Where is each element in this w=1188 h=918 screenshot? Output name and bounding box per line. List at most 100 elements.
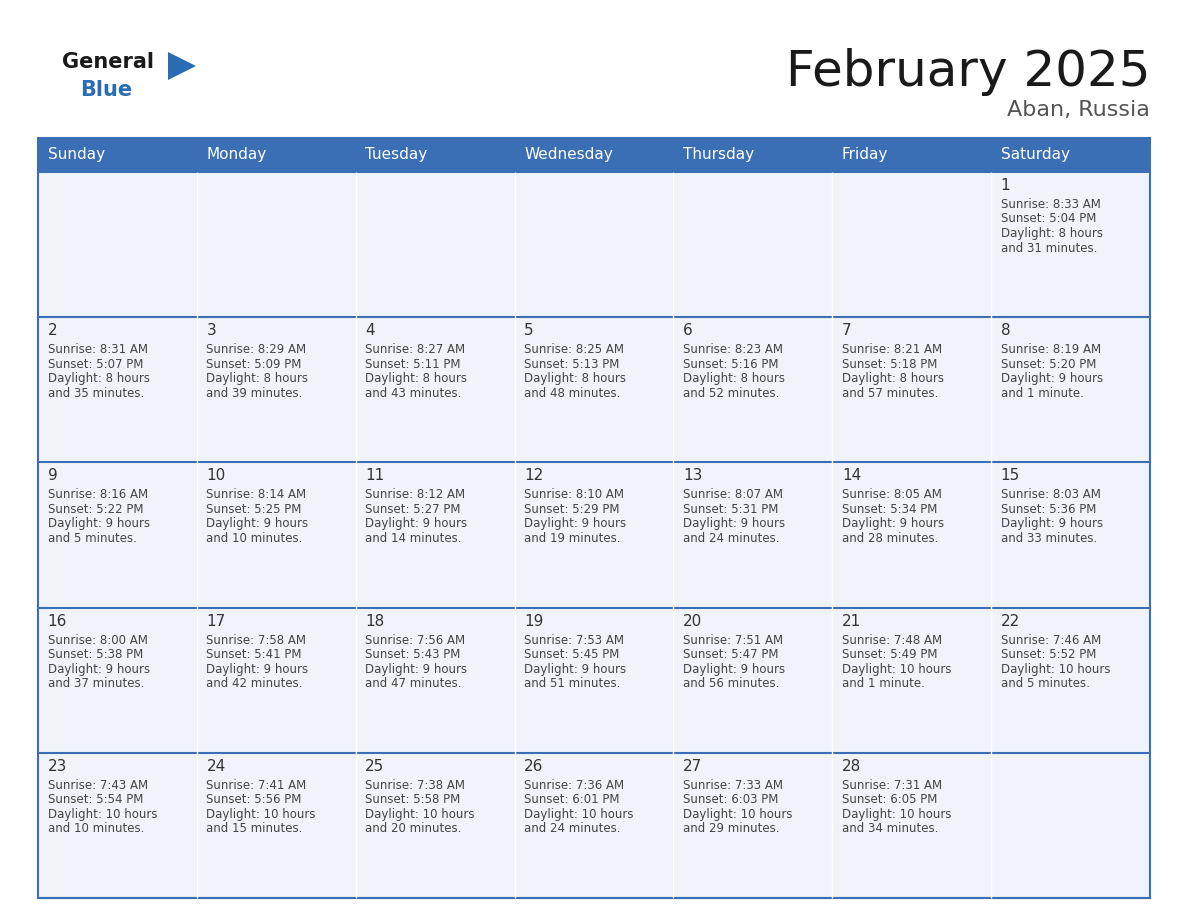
Text: and 34 minutes.: and 34 minutes. [842,823,939,835]
Bar [833,138,991,172]
Text: Sunset: 5:18 PM: Sunset: 5:18 PM [842,358,937,371]
Text: Sunrise: 8:21 AM: Sunrise: 8:21 AM [842,343,942,356]
Text: Sunrise: 8:31 AM: Sunrise: 8:31 AM [48,343,147,356]
Text: Sunrise: 8:16 AM: Sunrise: 8:16 AM [48,488,147,501]
Text: Daylight: 9 hours: Daylight: 9 hours [365,518,467,531]
Text: Daylight: 8 hours: Daylight: 8 hours [1000,227,1102,240]
Text: Monday: Monday [207,148,266,162]
Bar [674,138,833,172]
Text: Daylight: 9 hours: Daylight: 9 hours [365,663,467,676]
Text: Sunrise: 8:23 AM: Sunrise: 8:23 AM [683,343,783,356]
Text: and 5 minutes.: and 5 minutes. [1000,677,1089,690]
Text: Daylight: 8 hours: Daylight: 8 hours [365,372,467,386]
Text: Sunset: 5:16 PM: Sunset: 5:16 PM [683,358,778,371]
Text: Sunset: 5:36 PM: Sunset: 5:36 PM [1000,503,1097,516]
Text: 20: 20 [683,613,702,629]
Text: 11: 11 [365,468,385,484]
Text: 21: 21 [842,613,861,629]
Bar [197,463,355,608]
Text: Sunrise: 7:46 AM: Sunrise: 7:46 AM [1000,633,1101,646]
Text: Sunset: 5:09 PM: Sunset: 5:09 PM [207,358,302,371]
Text: Sunset: 6:01 PM: Sunset: 6:01 PM [524,793,620,806]
Text: Daylight: 9 hours: Daylight: 9 hours [1000,372,1102,386]
Bar [197,318,355,463]
Text: 7: 7 [842,323,852,338]
Bar [991,463,1150,608]
Text: Sunset: 5:52 PM: Sunset: 5:52 PM [1000,648,1097,661]
Text: Daylight: 10 hours: Daylight: 10 hours [842,808,952,821]
Text: Daylight: 9 hours: Daylight: 9 hours [524,663,626,676]
Text: 3: 3 [207,323,216,338]
Bar [991,172,1150,318]
Text: and 52 minutes.: and 52 minutes. [683,386,779,399]
Text: and 43 minutes.: and 43 minutes. [365,386,462,399]
Bar [991,608,1150,753]
Text: Sunset: 5:25 PM: Sunset: 5:25 PM [207,503,302,516]
Bar [38,608,197,753]
Text: Daylight: 8 hours: Daylight: 8 hours [683,372,785,386]
Bar [38,318,197,463]
Text: Sunrise: 7:36 AM: Sunrise: 7:36 AM [524,778,624,792]
Text: and 37 minutes.: and 37 minutes. [48,677,144,690]
Text: Sunset: 6:05 PM: Sunset: 6:05 PM [842,793,937,806]
Text: Sunrise: 8:07 AM: Sunrise: 8:07 AM [683,488,783,501]
Text: Sunset: 5:31 PM: Sunset: 5:31 PM [683,503,778,516]
Bar [991,318,1150,463]
Bar [833,608,991,753]
Text: Sunrise: 7:58 AM: Sunrise: 7:58 AM [207,633,307,646]
Text: and 24 minutes.: and 24 minutes. [524,823,620,835]
Text: General: General [62,52,154,72]
Text: Sunrise: 7:31 AM: Sunrise: 7:31 AM [842,778,942,792]
Text: Thursday: Thursday [683,148,754,162]
Text: and 1 minute.: and 1 minute. [1000,386,1083,399]
Bar [674,172,833,318]
Text: Daylight: 9 hours: Daylight: 9 hours [524,518,626,531]
Text: and 28 minutes.: and 28 minutes. [842,532,939,545]
Bar [674,753,833,898]
Text: 26: 26 [524,759,543,774]
Text: Sunset: 5:47 PM: Sunset: 5:47 PM [683,648,778,661]
Text: and 51 minutes.: and 51 minutes. [524,677,620,690]
Text: 5: 5 [524,323,533,338]
Bar [514,138,674,172]
Text: 23: 23 [48,759,67,774]
Text: Sunset: 5:49 PM: Sunset: 5:49 PM [842,648,937,661]
Text: Friday: Friday [842,148,889,162]
Text: Sunrise: 8:29 AM: Sunrise: 8:29 AM [207,343,307,356]
Text: and 29 minutes.: and 29 minutes. [683,823,779,835]
Text: Daylight: 8 hours: Daylight: 8 hours [48,372,150,386]
Text: Sunset: 5:38 PM: Sunset: 5:38 PM [48,648,143,661]
Text: and 33 minutes.: and 33 minutes. [1000,532,1097,545]
Text: Daylight: 10 hours: Daylight: 10 hours [365,808,475,821]
Text: Sunrise: 8:05 AM: Sunrise: 8:05 AM [842,488,942,501]
Text: Sunrise: 7:51 AM: Sunrise: 7:51 AM [683,633,783,646]
Text: Sunrise: 7:33 AM: Sunrise: 7:33 AM [683,778,783,792]
Text: Wednesday: Wednesday [524,148,613,162]
Text: Sunrise: 7:41 AM: Sunrise: 7:41 AM [207,778,307,792]
Text: and 42 minutes.: and 42 minutes. [207,677,303,690]
Bar [514,318,674,463]
Text: Daylight: 9 hours: Daylight: 9 hours [683,518,785,531]
Text: Sunrise: 8:14 AM: Sunrise: 8:14 AM [207,488,307,501]
Text: 6: 6 [683,323,693,338]
Bar [355,138,514,172]
Text: February 2025: February 2025 [785,48,1150,96]
Bar [355,753,514,898]
Text: Sunset: 5:45 PM: Sunset: 5:45 PM [524,648,619,661]
Bar [514,463,674,608]
Text: Daylight: 8 hours: Daylight: 8 hours [842,372,943,386]
Text: Sunrise: 8:19 AM: Sunrise: 8:19 AM [1000,343,1101,356]
Text: Sunrise: 7:38 AM: Sunrise: 7:38 AM [365,778,466,792]
Text: Sunrise: 8:03 AM: Sunrise: 8:03 AM [1000,488,1100,501]
Text: Sunset: 5:22 PM: Sunset: 5:22 PM [48,503,143,516]
Text: Sunrise: 7:56 AM: Sunrise: 7:56 AM [365,633,466,646]
Text: and 57 minutes.: and 57 minutes. [842,386,939,399]
Text: Sunset: 5:41 PM: Sunset: 5:41 PM [207,648,302,661]
Text: Sunset: 5:34 PM: Sunset: 5:34 PM [842,503,937,516]
Text: 28: 28 [842,759,861,774]
Text: 12: 12 [524,468,543,484]
Text: and 1 minute.: and 1 minute. [842,677,924,690]
Bar [833,753,991,898]
Text: Daylight: 10 hours: Daylight: 10 hours [48,808,157,821]
Text: Sunset: 6:03 PM: Sunset: 6:03 PM [683,793,778,806]
